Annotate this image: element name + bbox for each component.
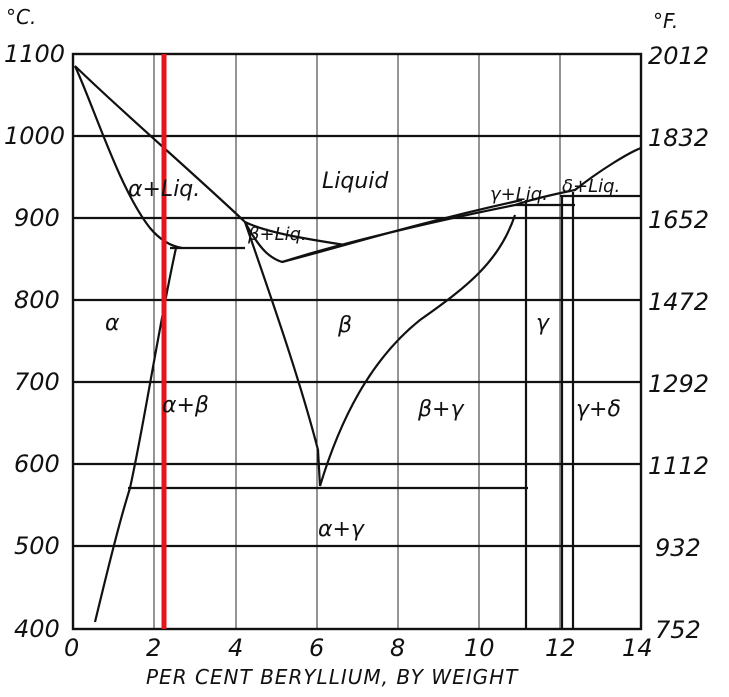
x-tick-12: 12 bbox=[545, 634, 576, 662]
x-tick-2: 2 bbox=[146, 634, 161, 662]
x-tick-labels: 0 2 4 6 8 10 12 14 bbox=[64, 634, 653, 662]
f-tick-1652: 1652 bbox=[648, 206, 709, 234]
c-tick-1100: 1100 bbox=[4, 40, 65, 68]
region-delta-liq: δ+Liq. bbox=[562, 176, 620, 197]
fahrenheit-tick-labels: 2012 1832 1652 1472 1292 1112 932 752 bbox=[648, 42, 709, 644]
region-labels: Liquid α+Liq. β+Liq. γ+Liq. δ+Liq. α β γ… bbox=[105, 169, 621, 542]
region-beta: β bbox=[337, 313, 352, 338]
x-tick-10: 10 bbox=[464, 634, 495, 662]
beta-alpha-boundary-curve bbox=[243, 221, 322, 487]
x-tick-6: 6 bbox=[309, 634, 324, 662]
region-gamma-delta: γ+δ bbox=[576, 397, 621, 422]
horizontal-gridlines bbox=[73, 134, 641, 548]
beta-gamma-boundary-curve bbox=[318, 214, 517, 487]
c-tick-500: 500 bbox=[14, 532, 60, 560]
celsius-unit-label: °C. bbox=[6, 5, 36, 29]
c-tick-400: 400 bbox=[14, 615, 60, 643]
region-liquid: Liquid bbox=[322, 169, 389, 194]
beta-solidus-curve bbox=[281, 198, 523, 264]
c-tick-1000: 1000 bbox=[4, 122, 65, 150]
region-alpha-beta: α+β bbox=[162, 393, 209, 418]
alpha-solidus-line bbox=[74, 65, 246, 223]
fahrenheit-unit-label: °F. bbox=[653, 9, 678, 33]
alpha-liquidus-curve bbox=[73, 65, 183, 250]
vertical-gridlines bbox=[153, 54, 561, 629]
phase-boundaries bbox=[73, 65, 642, 629]
region-beta-liq: β+Liq. bbox=[247, 224, 307, 245]
x-axis-label: PER CENT BERYLLIUM, BY WEIGHT bbox=[146, 665, 519, 689]
c-tick-600: 600 bbox=[14, 450, 60, 478]
f-tick-1112: 1112 bbox=[648, 452, 709, 480]
x-tick-4: 4 bbox=[228, 634, 243, 662]
f-tick-1472: 1472 bbox=[648, 288, 709, 316]
x-tick-0: 0 bbox=[64, 634, 79, 662]
beta-liq-leader bbox=[244, 221, 346, 247]
celsius-tick-labels: 1100 1000 900 800 700 600 500 400 bbox=[4, 40, 65, 643]
f-tick-752: 752 bbox=[655, 616, 701, 644]
f-tick-932: 932 bbox=[655, 534, 701, 562]
region-alpha: α bbox=[105, 311, 120, 336]
c-tick-700: 700 bbox=[14, 368, 60, 396]
region-alpha-gamma: α+γ bbox=[318, 517, 365, 542]
region-gamma: γ bbox=[536, 311, 550, 336]
c-tick-900: 900 bbox=[14, 204, 60, 232]
f-tick-1292: 1292 bbox=[648, 370, 709, 398]
region-beta-gamma: β+γ bbox=[417, 397, 464, 422]
region-alpha-liq: α+Liq. bbox=[128, 177, 200, 202]
x-tick-8: 8 bbox=[390, 634, 405, 662]
c-tick-800: 800 bbox=[14, 286, 60, 314]
region-gamma-liq: γ+Liq. bbox=[490, 184, 548, 205]
x-tick-14: 14 bbox=[622, 634, 653, 662]
f-tick-2012: 2012 bbox=[648, 42, 709, 70]
beta-liquidus-curve bbox=[244, 146, 642, 264]
f-tick-1832: 1832 bbox=[648, 124, 709, 152]
plot-frame bbox=[71, 52, 643, 631]
